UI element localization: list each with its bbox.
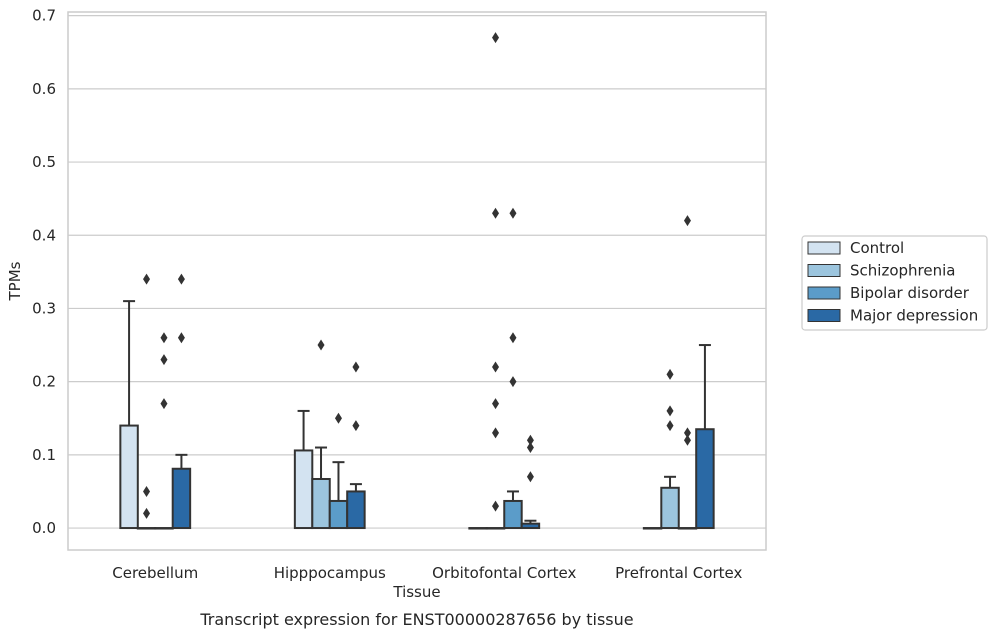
- bar: [677, 527, 698, 530]
- bar: [468, 527, 488, 530]
- outlier-point: [666, 368, 674, 380]
- outlier-point: [526, 434, 534, 446]
- outlier-point: [334, 412, 342, 424]
- y-axis-label: TPMs: [6, 261, 24, 301]
- bar: [136, 527, 157, 530]
- bar: [171, 467, 192, 530]
- outlier-point: [509, 376, 517, 388]
- plot-area: [68, 12, 766, 550]
- outlier-point: [160, 398, 168, 410]
- outlier-point: [509, 332, 517, 344]
- outlier-point: [666, 405, 674, 417]
- y-tick-label: 0.1: [32, 446, 56, 464]
- outlier-point: [352, 420, 360, 432]
- x-tick-label: Prefrontal Cortex: [615, 564, 742, 582]
- bar: [695, 428, 715, 530]
- bar: [311, 477, 331, 530]
- legend-label: Bipolar disorder: [850, 284, 970, 302]
- y-tick-label: 0.6: [32, 80, 56, 98]
- y-tick-label: 0.5: [32, 153, 56, 171]
- outlier-point: [492, 500, 500, 512]
- legend-swatch: [807, 241, 841, 255]
- outlier-point: [160, 354, 168, 366]
- figure-caption: Transcript expression for ENST0000028765…: [199, 610, 633, 629]
- legend-label: Control: [850, 239, 904, 257]
- outlier-point: [352, 361, 360, 373]
- outlier-point: [683, 434, 691, 446]
- bar: [119, 424, 139, 530]
- outlier-point: [526, 471, 534, 483]
- y-tick-label: 0.0: [32, 519, 56, 537]
- y-tick-label: 0.3: [32, 299, 56, 317]
- outlier-point: [683, 427, 691, 439]
- legend-swatch: [807, 309, 841, 322]
- outlier-point: [317, 339, 325, 351]
- outlier-point: [526, 442, 534, 454]
- outlier-point: [177, 273, 185, 285]
- bar: [154, 527, 174, 530]
- plot-frame: [67, 11, 767, 551]
- bar: [642, 527, 663, 530]
- outlier-point: [177, 332, 185, 344]
- legend-swatch: [807, 286, 841, 300]
- bar: [503, 499, 523, 530]
- outlier-point: [492, 32, 500, 44]
- legend-label: Schizophrenia: [850, 262, 955, 280]
- outlier-point: [143, 485, 151, 497]
- bar: [293, 449, 314, 530]
- bar: [328, 499, 349, 530]
- x-axis-label: Tissue: [392, 583, 440, 601]
- y-tick-label: 0.4: [32, 226, 56, 244]
- x-tick-label: Hipppocampus: [274, 564, 386, 582]
- outlier-point: [160, 332, 168, 344]
- legend-swatch: [807, 264, 841, 277]
- legend-label: Major depression: [850, 307, 978, 325]
- outlier-point: [492, 398, 500, 410]
- outlier-point: [509, 207, 517, 219]
- outlier-point: [492, 427, 500, 439]
- outlier-point: [143, 273, 151, 285]
- bar: [485, 527, 506, 530]
- y-tick-label: 0.7: [32, 7, 56, 25]
- outlier-point: [492, 361, 500, 373]
- outlier-point: [666, 420, 674, 432]
- x-tick-label: Cerebellum: [112, 564, 198, 582]
- y-tick-label: 0.2: [32, 373, 56, 391]
- outlier-point: [492, 207, 500, 219]
- legend-box: [801, 235, 988, 331]
- outlier-point: [683, 215, 691, 227]
- outlier-point: [143, 507, 151, 519]
- x-tick-label: Orbitofontal Cortex: [432, 564, 576, 582]
- bar: [660, 486, 680, 530]
- bar: [346, 490, 366, 530]
- bar: [520, 522, 541, 530]
